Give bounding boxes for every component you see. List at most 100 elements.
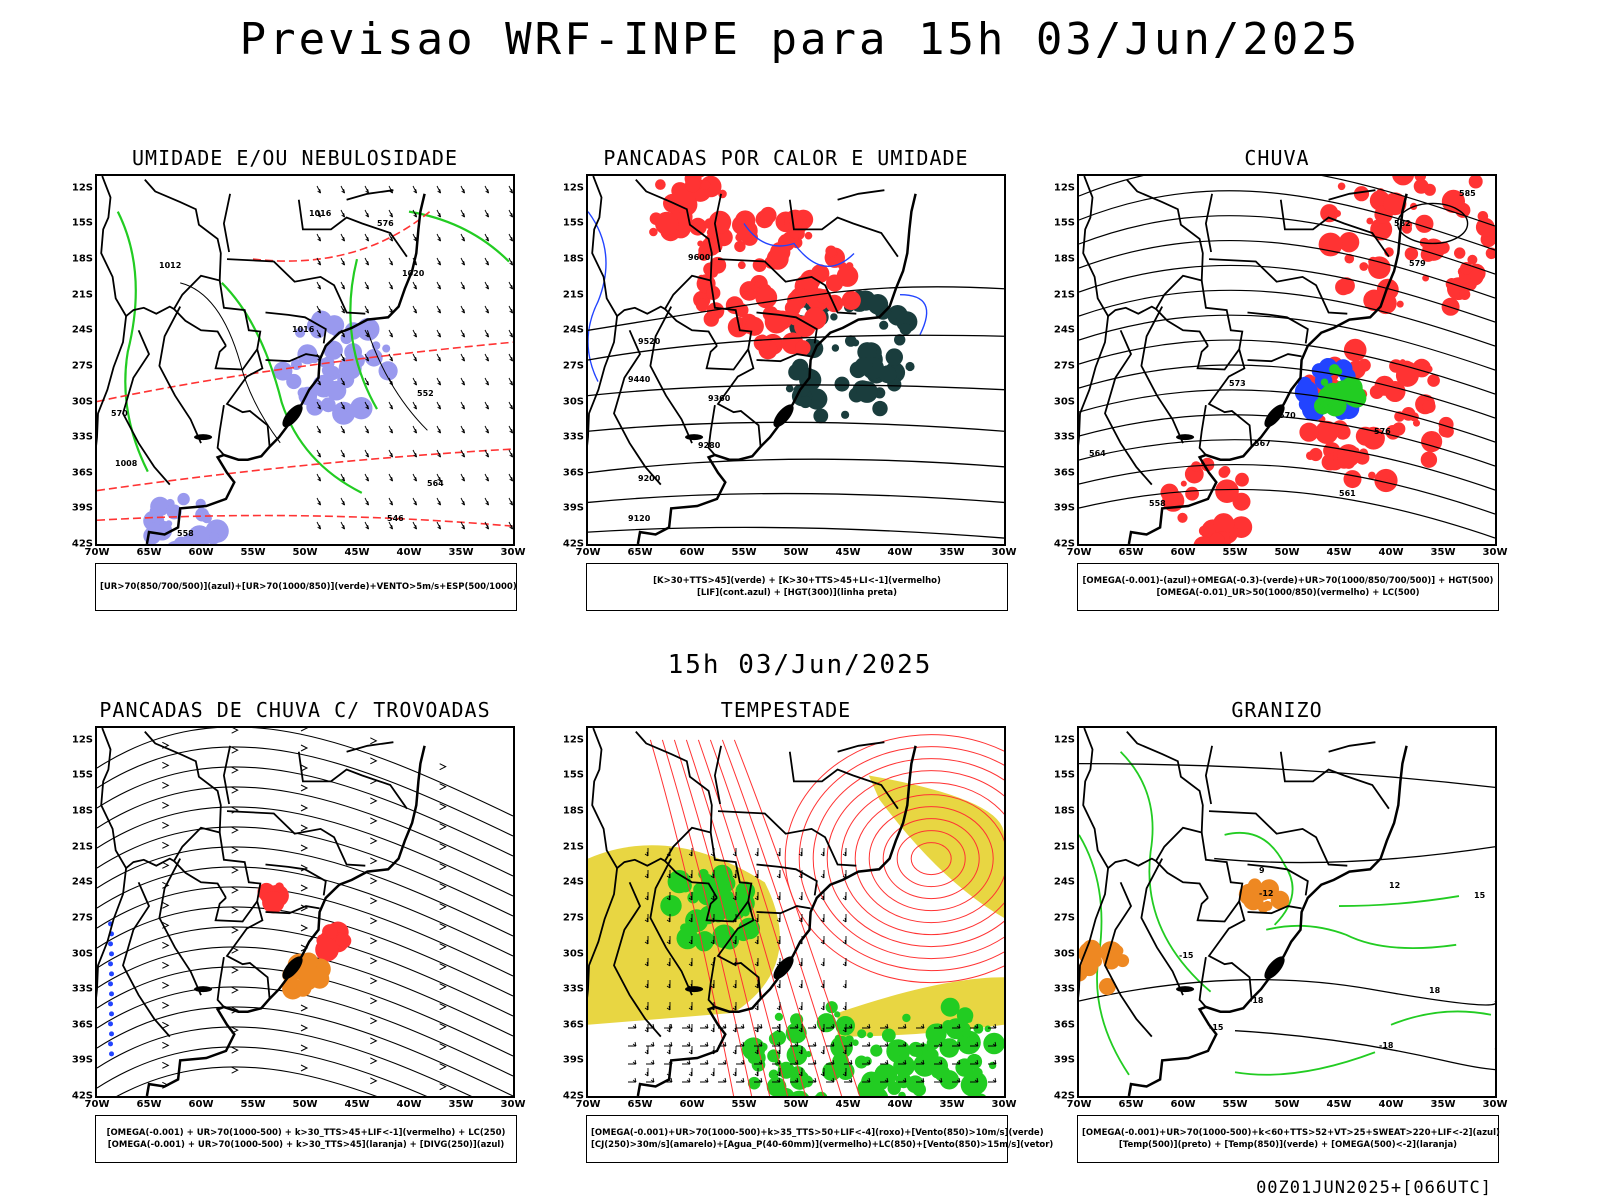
orange-omega-area bbox=[1259, 879, 1279, 899]
blue-humidity-area bbox=[323, 340, 343, 360]
border-line bbox=[649, 858, 693, 996]
wind-vector bbox=[316, 449, 322, 458]
wind-vector bbox=[754, 1041, 763, 1047]
green-wind-area bbox=[711, 864, 733, 886]
wind-vector bbox=[798, 1024, 803, 1033]
streamline-arrow bbox=[370, 757, 378, 765]
green-wind-area bbox=[835, 1016, 855, 1036]
green-convective-area bbox=[872, 400, 888, 417]
map-borders bbox=[97, 176, 426, 544]
lat-tick-label: 33S bbox=[1053, 983, 1075, 995]
streamline-arrow bbox=[300, 764, 309, 772]
streamline bbox=[97, 946, 513, 1037]
map-tempestade[interactable] bbox=[586, 726, 1006, 1098]
lon-tick-label: 65W bbox=[136, 1099, 162, 1110]
wind-vector bbox=[388, 329, 394, 338]
wind-vector bbox=[844, 1077, 853, 1083]
green-wind-area bbox=[694, 932, 714, 952]
border-line bbox=[837, 189, 885, 201]
wind-vector bbox=[340, 305, 346, 314]
height-500-contour bbox=[1079, 488, 1495, 539]
lon-tick-label: 70W bbox=[575, 547, 601, 558]
blue-humidity-area bbox=[208, 531, 220, 542]
map-pancadas-calor[interactable]: 9600 9520 9440 9360 9280 9200 9120 bbox=[586, 174, 1006, 546]
green-wind-area bbox=[902, 1013, 911, 1023]
lon-tick-label: 65W bbox=[136, 547, 162, 558]
blue-humidity-area bbox=[344, 356, 355, 368]
wind-vector bbox=[436, 401, 442, 410]
border-line bbox=[216, 956, 225, 1008]
wind-vector bbox=[508, 521, 513, 530]
wind-vector bbox=[644, 870, 649, 879]
lat-tick-label: 36S bbox=[562, 1019, 584, 1031]
lat-tick-label: 21S bbox=[1053, 841, 1075, 853]
map-umidade[interactable]: 1016 1012 1020 1016 1008 576 570 564 558 552 546 bbox=[95, 174, 515, 546]
border-line bbox=[1328, 189, 1376, 201]
red-rain-area bbox=[1235, 472, 1249, 487]
wind-vector bbox=[666, 914, 671, 923]
green-omega-area bbox=[1335, 367, 1343, 376]
wind-vector bbox=[880, 1041, 889, 1047]
red-rain-area bbox=[1363, 289, 1385, 311]
red-rain-area bbox=[1359, 262, 1369, 271]
green-wind-area bbox=[857, 1029, 867, 1039]
streamline-arrow bbox=[300, 728, 309, 732]
wind-vector bbox=[436, 281, 442, 290]
wind-vector bbox=[688, 1046, 693, 1055]
green-wind-area bbox=[786, 1044, 808, 1066]
lat-tick-label: 18S bbox=[71, 805, 93, 817]
wind-vector bbox=[412, 281, 418, 290]
blue-divergence-area bbox=[108, 941, 114, 947]
wind-vector bbox=[842, 936, 847, 945]
wind-vector bbox=[820, 936, 825, 945]
map-trovoadas[interactable] bbox=[95, 726, 515, 1098]
lat-tick-label: 39S bbox=[1053, 502, 1075, 514]
green-convective-area bbox=[831, 344, 840, 352]
contour-label: 576 bbox=[377, 219, 394, 228]
forecast-time-label: 15h 03/Jun/2025 bbox=[667, 650, 933, 680]
red-rain-area bbox=[1338, 232, 1360, 253]
wind-vector bbox=[388, 425, 394, 434]
blue-divergence-area bbox=[109, 951, 115, 957]
panel-umidade: UMIDADE E/OU NEBULOSIDADE 12S 15S 18S 21S 24… bbox=[55, 146, 535, 626]
lake-uruguay bbox=[685, 986, 704, 993]
streamline-arrow bbox=[231, 728, 239, 734]
lon-tick-label: 70W bbox=[575, 1099, 601, 1110]
blue-humidity-area bbox=[177, 492, 190, 506]
streamline bbox=[97, 906, 513, 997]
lat-tick-label: 39S bbox=[1053, 1054, 1075, 1066]
red-rain-area bbox=[1420, 451, 1438, 468]
lake-patos bbox=[773, 956, 794, 980]
red-rain-area bbox=[1489, 226, 1495, 240]
wind-vector bbox=[682, 1023, 691, 1029]
lat-tick-label: 24S bbox=[1053, 876, 1075, 888]
streamline bbox=[97, 846, 513, 937]
streamline-arrow bbox=[370, 1077, 378, 1085]
red-convective-area bbox=[718, 189, 727, 199]
streamline-arrow bbox=[162, 901, 170, 909]
wind-vector bbox=[340, 353, 346, 362]
map-chuva[interactable]: 585 582 579 576 573 570 567 564 561 558 bbox=[1077, 174, 1497, 546]
wind-vector bbox=[340, 497, 346, 506]
border-line bbox=[226, 810, 366, 867]
blue-humidity-area bbox=[195, 507, 209, 522]
wind-vector bbox=[664, 1041, 673, 1047]
border-line bbox=[591, 176, 713, 318]
lat-tick-label: 30S bbox=[71, 948, 93, 960]
wind-vector bbox=[898, 1077, 907, 1083]
lon-tick-label: 35W bbox=[939, 547, 965, 558]
lon-tick-label: 40W bbox=[1378, 547, 1404, 558]
lon-tick-label: 50W bbox=[292, 1099, 318, 1110]
orange-omega-area bbox=[1262, 900, 1273, 911]
lat-tick-label: 33S bbox=[1053, 431, 1075, 443]
wind-vector bbox=[776, 980, 781, 989]
map-granizo[interactable]: -12 -15 -18 -15 -18 9 12 15 18 bbox=[1077, 726, 1497, 1098]
contour-label: 570 bbox=[111, 409, 128, 418]
wind-vector bbox=[628, 1059, 637, 1065]
red-rain-area bbox=[1396, 300, 1404, 308]
lat-tick-label: 33S bbox=[562, 431, 584, 443]
panel-title: PANCADAS DE CHUVA C/ TROVOADAS bbox=[99, 698, 491, 722]
panel-title: UMIDADE E/OU NEBULOSIDADE bbox=[131, 146, 459, 170]
blue-divergence-area bbox=[109, 991, 115, 997]
wind-vector bbox=[682, 1041, 691, 1047]
